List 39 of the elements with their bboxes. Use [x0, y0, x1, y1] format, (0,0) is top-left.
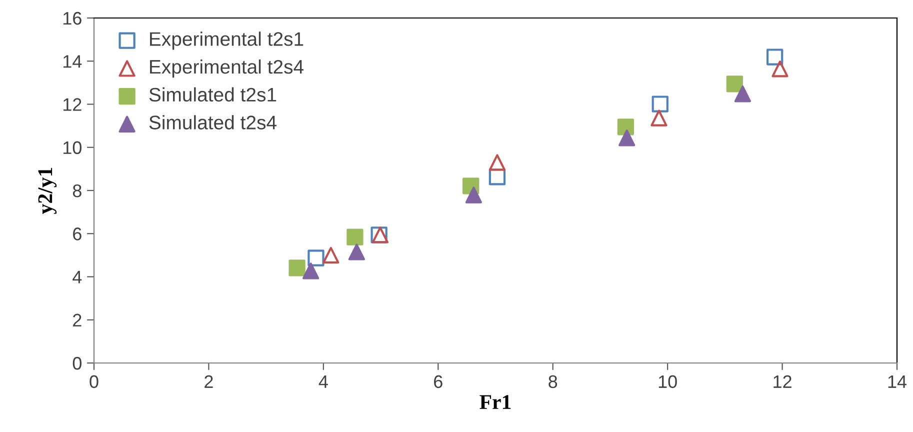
- y-tick-label: 8: [72, 184, 82, 198]
- point: [766, 48, 784, 66]
- point: [772, 60, 788, 78]
- legend-label: Experimental t2s1: [150, 32, 304, 50]
- y-tick-label: 6: [73, 228, 82, 240]
- point: [288, 260, 306, 276]
- y-tick-label: 10: [63, 141, 82, 154]
- legend-label: Simulated t2s4: [149, 115, 276, 130]
- point: [488, 154, 506, 171]
- point: [726, 76, 744, 92]
- legend-label: Simulated t2s1: [149, 87, 276, 102]
- point: [322, 246, 340, 264]
- x-tick-label: 6: [434, 375, 442, 388]
- point: [308, 250, 324, 266]
- x-tick-label: 0: [90, 375, 98, 388]
- point: [652, 96, 668, 112]
- y-tick-label: 14: [63, 55, 82, 68]
- x-axis-title: Fr1: [480, 395, 511, 409]
- y-tick-label: 16: [63, 12, 82, 25]
- y-tick-label: 4: [72, 270, 82, 284]
- point: [348, 244, 366, 260]
- point: [618, 130, 636, 146]
- y-tick-label: 0: [72, 356, 82, 370]
- y-axis-title: y2/y1: [38, 168, 57, 214]
- x-tick-label: 10: [658, 375, 677, 388]
- point: [465, 186, 482, 204]
- point: [650, 110, 668, 126]
- x-tick-label: 14: [888, 375, 907, 388]
- y-tick-label: 2: [73, 314, 82, 326]
- x-tick-label: 2: [204, 375, 213, 388]
- legend-label: Experimental t2s4: [150, 59, 304, 78]
- point: [617, 118, 634, 136]
- point: [302, 262, 320, 280]
- point: [734, 86, 752, 102]
- x-tick-label: 4: [318, 375, 328, 388]
- x-tick-label: 8: [548, 375, 558, 388]
- point: [346, 228, 364, 246]
- y-tick-label: 12: [63, 98, 82, 111]
- x-tick-label: 12: [774, 375, 792, 388]
